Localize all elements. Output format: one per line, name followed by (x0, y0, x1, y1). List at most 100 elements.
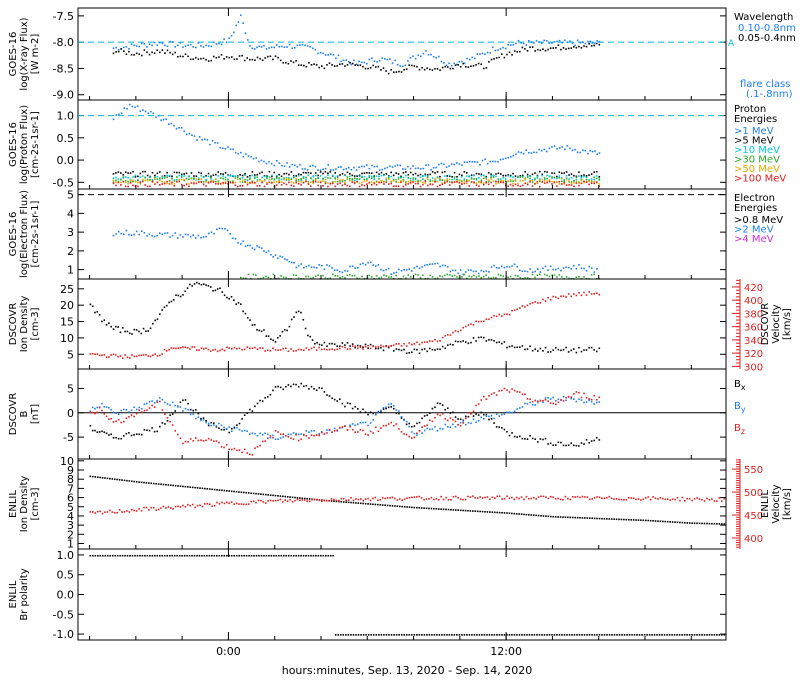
data-point (701, 498, 703, 501)
data-point (346, 402, 349, 404)
data-point (596, 496, 598, 498)
data-point (537, 401, 539, 404)
data-point (180, 173, 183, 176)
data-point (434, 349, 436, 351)
data-point (94, 311, 96, 314)
data-point (546, 40, 548, 42)
data-point (394, 497, 396, 500)
data-point (207, 437, 210, 440)
data-point (328, 428, 331, 431)
data-point (243, 491, 245, 494)
data-point (115, 354, 117, 356)
data-point (327, 174, 329, 176)
data-point (290, 554, 293, 557)
data-point (478, 275, 480, 277)
y-axis-label: B (19, 410, 30, 417)
data-point (311, 339, 314, 341)
data-point (117, 178, 120, 180)
data-point (544, 398, 547, 401)
data-point (349, 185, 351, 188)
data-point (238, 55, 241, 57)
data-point (137, 185, 139, 188)
data-point (144, 170, 146, 173)
data-point (324, 178, 327, 181)
data-point (278, 181, 280, 184)
data-point (551, 42, 553, 44)
data-point (135, 433, 138, 435)
data-point (387, 72, 390, 75)
data-point (208, 554, 211, 557)
data-point (618, 634, 621, 636)
data-point (713, 500, 716, 502)
data-point (416, 341, 418, 344)
data-point (352, 501, 355, 504)
data-point (379, 498, 382, 501)
data-point (395, 271, 398, 274)
data-point (341, 426, 344, 428)
data-point (711, 498, 713, 500)
data-point (159, 313, 161, 315)
data-point (356, 175, 358, 177)
data-point (197, 178, 200, 181)
data-point (542, 401, 544, 404)
data-point (128, 103, 131, 106)
data-point (351, 275, 354, 277)
y-tick-label: 4 (67, 207, 74, 220)
data-point (492, 276, 495, 279)
data-point (573, 444, 575, 447)
data-point (191, 486, 194, 489)
data-point (202, 283, 205, 285)
data-point (369, 347, 372, 350)
data-point (194, 506, 196, 509)
data-point (177, 505, 179, 508)
data-point (620, 518, 623, 521)
data-point (558, 183, 561, 185)
data-point (422, 183, 424, 186)
data-point (300, 179, 302, 182)
data-point (420, 55, 422, 58)
data-point (331, 431, 333, 434)
data-point (467, 66, 470, 68)
data-point (513, 50, 516, 52)
data-point (659, 520, 662, 523)
data-point (718, 634, 721, 636)
data-point (372, 412, 375, 415)
data-point (495, 267, 498, 269)
data-point (216, 288, 219, 290)
data-point (339, 634, 342, 636)
data-point (547, 400, 549, 402)
data-point (271, 174, 273, 177)
data-point (418, 68, 421, 71)
data-point (249, 408, 251, 411)
data-point (703, 522, 706, 525)
data-point (708, 498, 711, 501)
right-axis-label: ENLIL (760, 490, 771, 518)
data-point (328, 62, 331, 65)
y-tick-label: 4 (67, 510, 74, 523)
data-point (115, 181, 117, 184)
data-point (146, 554, 149, 557)
data-point (570, 349, 573, 352)
data-point (326, 345, 328, 348)
data-point (233, 426, 236, 429)
data-point (123, 408, 125, 411)
data-point (519, 174, 522, 177)
data-point (385, 275, 388, 277)
data-point (444, 408, 447, 411)
data-point (661, 634, 663, 636)
data-point (174, 410, 177, 412)
data-point (431, 183, 434, 186)
data-point (241, 176, 244, 179)
data-point (517, 182, 519, 185)
data-point (207, 60, 210, 62)
data-point (208, 488, 211, 490)
data-point (117, 48, 120, 51)
data-point (97, 554, 99, 557)
data-point (300, 382, 303, 385)
data-point (407, 183, 410, 185)
data-point (242, 240, 244, 243)
data-point (188, 183, 190, 185)
data-point (275, 174, 278, 177)
data-point (458, 163, 461, 165)
data-point (366, 180, 368, 182)
